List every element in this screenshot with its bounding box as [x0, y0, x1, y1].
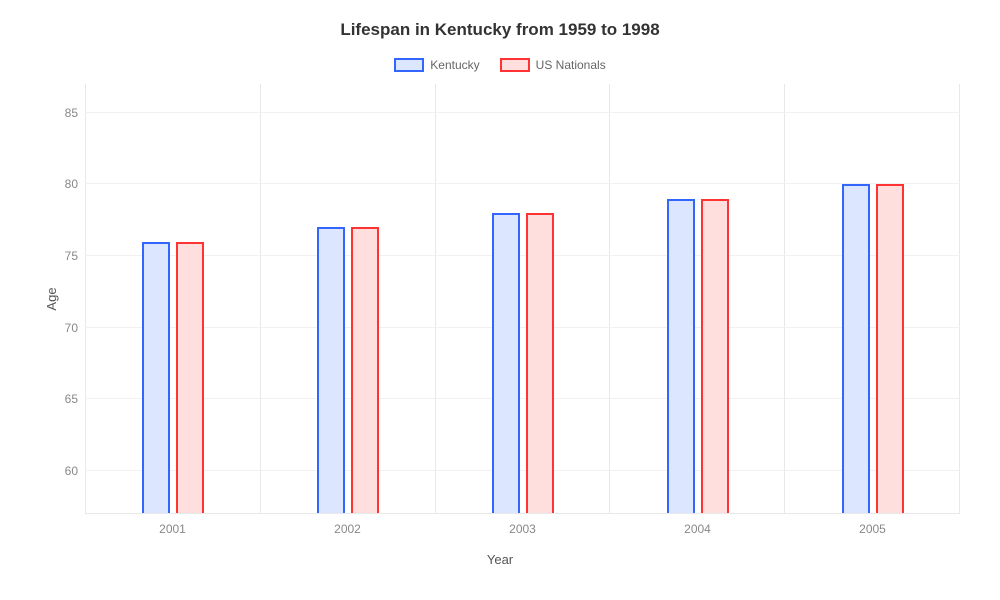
legend-item-kentucky[interactable]: Kentucky — [394, 58, 479, 72]
y-tick-label: 75 — [50, 249, 78, 263]
bar-us-nationals[interactable] — [876, 184, 904, 514]
x-axis-line — [85, 513, 960, 514]
bars: 20012002200320042005 — [85, 84, 960, 514]
x-axis-label: Year — [30, 552, 970, 567]
bar-group: 2004 — [610, 84, 785, 514]
x-tick-label: 2004 — [684, 522, 711, 536]
bar-kentucky[interactable] — [142, 242, 170, 514]
bar-kentucky[interactable] — [667, 199, 695, 514]
legend-swatch-kentucky — [394, 58, 424, 72]
y-tick-label: 85 — [50, 106, 78, 120]
legend-item-us-nationals[interactable]: US Nationals — [500, 58, 606, 72]
bar-group: 2005 — [785, 84, 960, 514]
bar-us-nationals[interactable] — [526, 213, 554, 514]
y-tick-label: 80 — [50, 177, 78, 191]
bar-us-nationals[interactable] — [701, 199, 729, 514]
bar-group: 2002 — [260, 84, 435, 514]
bar-us-nationals[interactable] — [351, 227, 379, 514]
x-tick-label: 2001 — [159, 522, 186, 536]
bar-group: 2001 — [85, 84, 260, 514]
y-tick-label: 60 — [50, 464, 78, 478]
bar-kentucky[interactable] — [492, 213, 520, 514]
y-axis-label: Age — [44, 287, 59, 310]
plot-area: Age 606570758085 20012002200320042005 — [85, 84, 960, 514]
bar-kentucky[interactable] — [317, 227, 345, 514]
chart-title: Lifespan in Kentucky from 1959 to 1998 — [30, 20, 970, 40]
bar-us-nationals[interactable] — [176, 242, 204, 514]
legend-label-us-nationals: US Nationals — [536, 58, 606, 72]
y-tick-label: 65 — [50, 392, 78, 406]
legend-swatch-us-nationals — [500, 58, 530, 72]
x-tick-label: 2002 — [334, 522, 361, 536]
x-tick-label: 2005 — [859, 522, 886, 536]
bar-group: 2003 — [435, 84, 610, 514]
chart-container: Lifespan in Kentucky from 1959 to 1998 K… — [0, 0, 1000, 600]
x-tick-label: 2003 — [509, 522, 536, 536]
legend: Kentucky US Nationals — [30, 58, 970, 72]
bar-kentucky[interactable] — [842, 184, 870, 514]
y-tick-label: 70 — [50, 321, 78, 335]
legend-label-kentucky: Kentucky — [430, 58, 479, 72]
